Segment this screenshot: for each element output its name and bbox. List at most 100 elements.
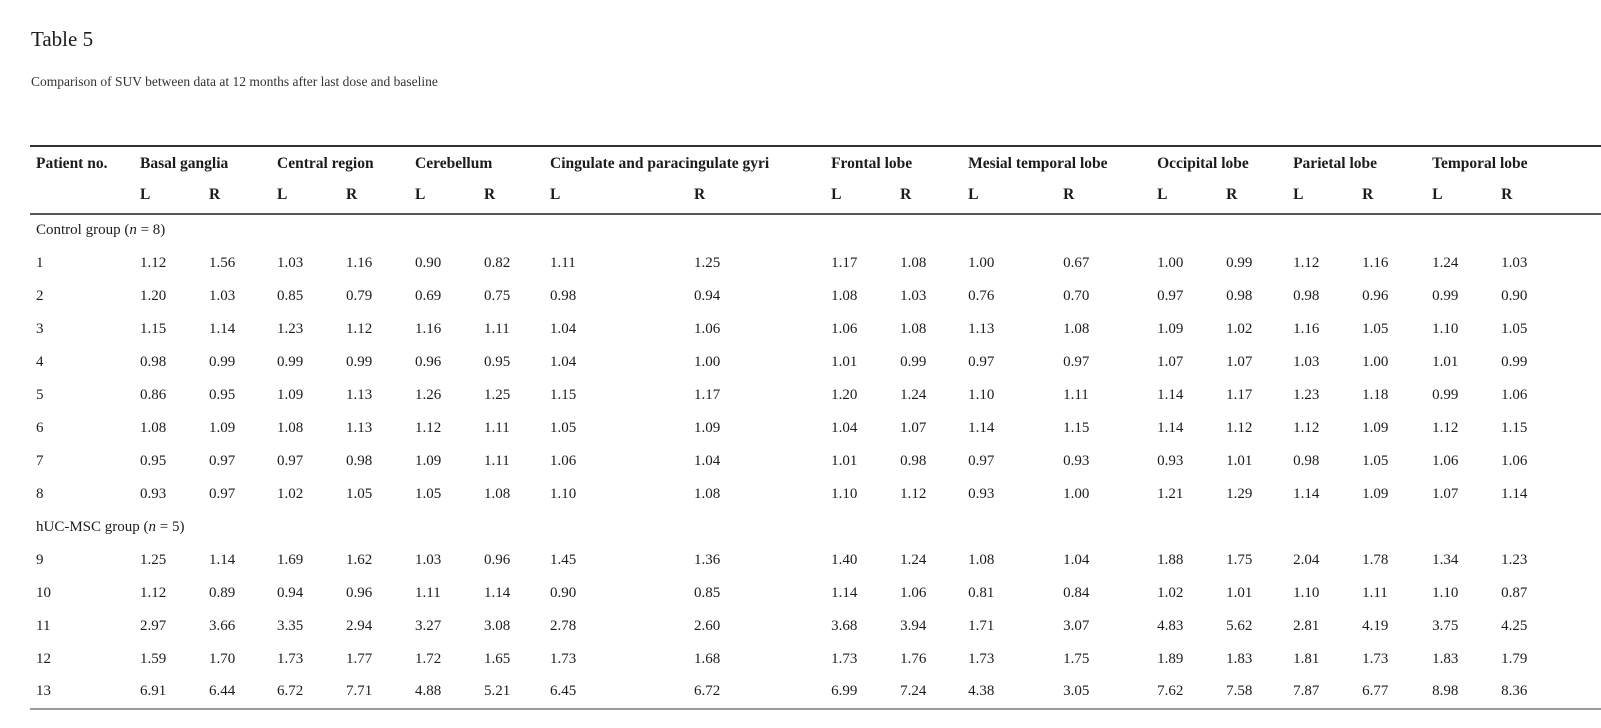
suv-value-cell: 2.60 (694, 617, 721, 634)
suv-value-cell: 0.94 (277, 584, 304, 601)
suv-value-cell: 0.84 (1063, 584, 1090, 601)
suv-value-cell: 8.98 (1432, 683, 1459, 700)
suv-value-cell: 0.85 (277, 287, 304, 304)
suv-value-cell: 1.04 (550, 320, 577, 337)
data-row: 8 0.93 0.97 1.02 1.05 1.05 1.08 1.10 1.08 1.10 1.1… (30, 478, 1601, 511)
suv-value-cell: 3.05 (1063, 683, 1090, 700)
patient-no-cell: 4 (36, 353, 44, 370)
header-parietal-lobe-r: R (1362, 185, 1374, 203)
suv-value-cell: 1.00 (968, 254, 995, 271)
suv-value-cell: 1.45 (550, 551, 577, 568)
suv-value-cell: 1.16 (1362, 254, 1389, 271)
suv-value-cell: 1.04 (1063, 551, 1090, 568)
table-header: Patient no. Basal ganglia Central region… (30, 146, 1601, 214)
suv-value-cell: 0.97 (1157, 287, 1184, 304)
suv-value-cell: 0.99 (1501, 353, 1528, 370)
suv-value-cell: 1.24 (900, 551, 927, 568)
suv-value-cell: 1.08 (484, 485, 511, 502)
suv-value-cell: 1.08 (694, 485, 721, 502)
patient-no-cell: 8 (36, 485, 44, 502)
suv-value-cell: 1.11 (1063, 386, 1089, 403)
suv-value-cell: 1.68 (694, 650, 721, 667)
suv-value-cell: 1.16 (346, 254, 373, 271)
data-row: 11 2.97 3.66 3.35 2.94 3.27 3.08 2.78 2.60 3.68 3.… (30, 610, 1601, 643)
header-cerebellum-l: L (415, 185, 426, 203)
header-region-occipital-lobe: Occipital lobe (1157, 154, 1249, 172)
suv-value-cell: 1.12 (346, 320, 373, 337)
suv-value-cell: 1.25 (484, 386, 511, 403)
data-row: 12 1.59 1.70 1.73 1.77 1.72 1.65 1.73 1.68 1.73 1.… (30, 643, 1601, 676)
suv-value-cell: 1.07 (1432, 485, 1459, 502)
suv-value-cell: 0.97 (1063, 353, 1090, 370)
suv-value-cell: 0.69 (415, 287, 442, 304)
suv-value-cell: 1.10 (1432, 320, 1459, 337)
suv-value-cell: 1.12 (900, 485, 927, 502)
suv-value-cell: 1.72 (415, 650, 442, 667)
patient-no-cell: 11 (36, 617, 51, 634)
suv-value-cell: 1.06 (550, 452, 577, 469)
suv-value-cell: 6.77 (1362, 683, 1389, 700)
page-title: Table 5 (31, 27, 94, 51)
suv-value-cell: 0.98 (1293, 287, 1320, 304)
suv-value-cell: 1.36 (694, 551, 721, 568)
suv-value-cell: 4.38 (968, 683, 995, 700)
suv-value-cell: 1.06 (900, 584, 927, 601)
suv-value-cell: 4.25 (1501, 617, 1528, 634)
suv-value-cell: 1.11 (484, 419, 510, 436)
patient-no-cell: 3 (36, 320, 44, 337)
suv-value-cell: 0.82 (484, 254, 511, 271)
suv-value-cell: 1.12 (1432, 419, 1459, 436)
suv-value-cell: 1.09 (1362, 419, 1389, 436)
header-region-cingulate-paracingulate-gyri: Cingulate and paracingulate gyri (550, 154, 770, 172)
suv-value-cell: 5.21 (484, 683, 511, 700)
data-row: 5 0.86 0.95 1.09 1.13 1.26 1.25 1.15 1.17 1.20 1.2… (30, 379, 1601, 412)
suv-value-cell: 1.10 (1432, 584, 1459, 601)
suv-value-cell: 0.89 (209, 584, 236, 601)
suv-value-cell: 1.12 (1293, 419, 1320, 436)
group-label: Control group (n = 8) (30, 214, 1601, 247)
suv-value-cell: 7.24 (900, 683, 927, 700)
suv-value-cell: 0.79 (346, 287, 373, 304)
suv-value-cell: 1.03 (209, 287, 236, 304)
suv-value-cell: 1.11 (550, 254, 576, 271)
suv-value-cell: 1.06 (1501, 386, 1528, 403)
suv-value-cell: 0.95 (140, 452, 167, 469)
suv-value-cell: 1.09 (1362, 485, 1389, 502)
suv-value-cell: 0.99 (209, 353, 236, 370)
suv-value-cell: 1.14 (1157, 386, 1184, 403)
suv-value-cell: 1.03 (1293, 353, 1320, 370)
suv-value-cell: 1.06 (694, 320, 721, 337)
suv-value-cell: 1.73 (968, 650, 995, 667)
suv-value-cell: 1.12 (415, 419, 442, 436)
header-region-cerebellum: Cerebellum (415, 154, 493, 172)
data-row: 7 0.95 0.97 0.97 0.98 1.09 1.11 1.06 1.04 1.01 0.9… (30, 445, 1601, 478)
group-header-row: hUC-MSC group (n = 5) (30, 511, 1601, 544)
suv-value-cell: 0.76 (968, 287, 995, 304)
group-label: hUC-MSC group (n = 5) (30, 511, 1601, 544)
suv-value-cell: 1.01 (831, 353, 858, 370)
suv-value-cell: 1.08 (831, 287, 858, 304)
header-region-basal-ganglia: Basal ganglia (140, 154, 229, 172)
suv-value-cell: 7.58 (1226, 683, 1253, 700)
patient-no-cell: 13 (36, 683, 51, 700)
suv-value-cell: 0.75 (484, 287, 511, 304)
suv-value-cell: 1.79 (1501, 650, 1528, 667)
suv-value-cell: 0.87 (1501, 584, 1528, 601)
data-row: 6 1.08 1.09 1.08 1.13 1.12 1.11 1.05 1.09 1.04 1.0… (30, 412, 1601, 445)
suv-value-cell: 0.94 (694, 287, 721, 304)
data-row: 4 0.98 0.99 0.99 0.99 0.96 0.95 1.04 1.00 1.01 0.9… (30, 346, 1601, 379)
suv-value-cell: 1.20 (831, 386, 858, 403)
suv-value-cell: 1.65 (484, 650, 511, 667)
suv-value-cell: 1.13 (346, 419, 373, 436)
header-temporal-lobe-r: R (1501, 185, 1513, 203)
suv-value-cell: 0.99 (1432, 287, 1459, 304)
data-row: 13 6.91 6.44 6.72 7.71 4.88 5.21 6.45 6.72 6.99 7.… (30, 676, 1601, 709)
suv-value-cell: 1.24 (1432, 254, 1459, 271)
suv-value-cell: 1.20 (140, 287, 167, 304)
patient-no-cell: 6 (36, 419, 44, 436)
suv-value-cell: 1.07 (1157, 353, 1184, 370)
suv-value-cell: 1.24 (900, 386, 927, 403)
suv-value-cell: 1.70 (209, 650, 236, 667)
suv-value-cell: 1.18 (1362, 386, 1389, 403)
suv-value-cell: 1.83 (1226, 650, 1253, 667)
